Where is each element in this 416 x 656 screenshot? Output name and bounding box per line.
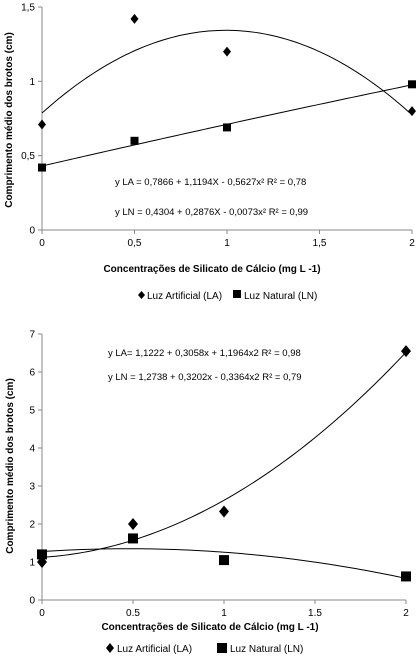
chart-1-point-ln — [130, 136, 139, 145]
chart-2-point-ln — [219, 555, 229, 566]
chart-2-equation-la: y LA= 1,1222 + 0,3058x + 1,1964x2 R² = 0… — [108, 348, 301, 359]
chart-1-x-axis-label: Concentrações de Silicato de Cálcio (mg … — [103, 264, 320, 275]
chart-2-point-la — [219, 505, 229, 518]
chart-1-y-tick-label: 1,5 — [21, 3, 35, 14]
chart-1-x-tick-label: 1 — [224, 238, 230, 249]
chart-2-y-tick-label: 6 — [29, 368, 35, 379]
chart-1-y-tick-label: 0,5 — [21, 151, 35, 162]
chart-2-y-tick-label: 2 — [29, 520, 35, 531]
chart-1-markers — [38, 13, 416, 172]
chart-2-point-la — [401, 345, 411, 358]
chart-2-trend-lines — [41, 351, 407, 579]
chart-2: 0 1 2 3 4 5 6 7 0 0.5 1 1.5 2 y LA= 1,1222 + 0,3058x… — [5, 330, 411, 655]
chart-1: 0 0,5 1 1,5 0 0,5 1 1,5 2 y LA = 0,7866 + 1,1194… — [4, 3, 416, 302]
chart-1-equation-la: y LA = 0,7866 + 1,1194X - 0,5627x² R² = … — [115, 177, 306, 188]
chart-2-x-tick-label: 1.5 — [308, 608, 322, 619]
chart-2-y-tick-label: 4 — [29, 444, 35, 455]
chart-1-point-la — [130, 13, 139, 24]
chart-2-x-tick-label: 2 — [403, 608, 409, 619]
chart-2-legend: Luz Artificial (LA) Luz Natural (LN) — [106, 643, 303, 655]
chart-1-point-la — [223, 46, 231, 57]
chart-2-y-tick-label: 7 — [29, 330, 35, 341]
chart-2-y-tick-label: 0 — [29, 596, 35, 607]
chart-2-x-tick-label: 0.5 — [126, 608, 140, 619]
chart-1-y-tick-label: 1 — [29, 77, 35, 88]
chart-1-x-tick-label: 1,5 — [313, 238, 327, 249]
chart-2-point-la — [128, 518, 138, 530]
chart-1-legend: Luz Artificial (LA) Luz Natural (LN) — [138, 290, 317, 302]
chart-1-legend-ln: Luz Natural (LN) — [244, 291, 317, 302]
chart-1-point-ln — [408, 80, 416, 89]
chart-2-x-tick-label: 1 — [221, 608, 227, 619]
chart-1-legend-diamond-marker — [138, 291, 145, 299]
chart-2-trend-la — [41, 351, 407, 558]
chart-1-point-ln — [38, 163, 46, 172]
chart-2-equation-ln: y LN = 1,2738 + 0,3202x - 0,3364x2 R² = … — [108, 372, 302, 383]
chart-1-x-tick-label: 0,5 — [128, 238, 142, 249]
chart-1-legend-square-marker — [233, 290, 241, 298]
chart-1-legend-la: Luz Artificial (LA) — [147, 291, 222, 302]
chart-2-y-tick-label: 3 — [29, 482, 35, 493]
chart-2-legend-diamond-marker — [106, 643, 114, 653]
chart-2-legend-ln: Luz Natural (LN) — [230, 644, 303, 655]
chart-1-ticks: 0 0,5 1 1,5 0 0,5 1 1,5 2 — [21, 3, 415, 250]
chart-2-point-ln — [401, 571, 411, 582]
chart-2-x-tick-label: 0 — [39, 608, 45, 619]
chart-2-x-axis-label: Concentrações de Silicato de Cálcio (mg … — [101, 622, 318, 633]
chart-1-y-axis-label: Comprimento médio dos brotos (cm) — [4, 32, 15, 208]
chart-2-y-tick-label: 1 — [29, 558, 35, 569]
chart-1-point-ln — [223, 123, 231, 132]
chart-2-y-axis-label: Comprimento médio dos brotos (cm) — [5, 378, 16, 554]
chart-1-x-tick-label: 2 — [409, 238, 415, 249]
chart-1-point-la — [408, 106, 416, 117]
chart-2-legend-la: Luz Artificial (LA) — [117, 644, 192, 655]
chart-1-point-la — [38, 119, 46, 130]
chart-1-y-tick-label: 0 — [29, 226, 35, 237]
chart-2-point-ln — [128, 533, 138, 544]
chart-2-point-ln — [37, 549, 47, 560]
chart-2-y-tick-label: 5 — [29, 406, 35, 417]
chart-1-trend-la — [41, 29, 413, 116]
chart-1-x-tick-label: 0 — [39, 238, 45, 249]
chart-2-legend-square-marker — [217, 643, 227, 653]
chart-1-equation-ln: y LN = 0,4304 + 0,2876X - 0,0073x² R² = … — [115, 207, 308, 218]
chart-2-trend-ln — [41, 548, 407, 579]
chart-2-ticks: 0 1 2 3 4 5 6 7 0 0.5 1 1.5 2 — [29, 330, 409, 620]
chart-2-markers — [37, 345, 411, 582]
